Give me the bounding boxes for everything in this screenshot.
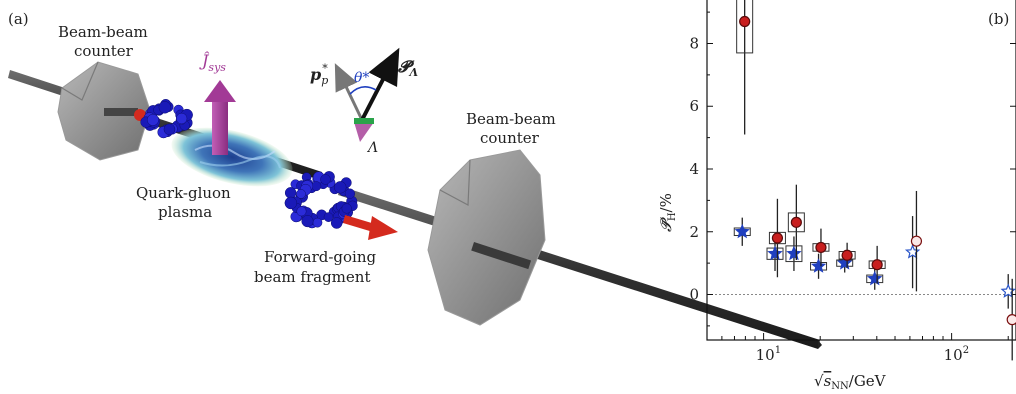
nucleon-sphere	[312, 217, 323, 228]
nucleon-sphere	[163, 123, 176, 136]
circle-marker	[739, 15, 751, 28]
systematic-box	[736, 0, 754, 54]
circle-marker	[815, 241, 827, 254]
open-star-marker	[904, 244, 921, 259]
circle-marker	[871, 259, 883, 271]
data-marks	[733, 0, 1016, 361]
theta-star-label: θ*	[354, 70, 369, 86]
quark-gluon-plasma	[171, 127, 293, 187]
nucleon-sphere	[344, 188, 356, 199]
bbc-left-label-line1: Beam-beam	[58, 23, 148, 41]
y-axis-label-unit: /%	[657, 193, 675, 212]
nucleon-sphere	[158, 101, 172, 114]
fragment-label-line2: beam fragment	[254, 268, 370, 286]
beam-beam-counter-right	[427, 149, 546, 326]
y-axis-label-sub: H	[667, 212, 678, 221]
x-axis-label-sub: NN	[831, 381, 849, 392]
star-marker	[810, 258, 827, 273]
red-arrow-right	[343, 215, 398, 240]
y-tick-label: 6	[689, 97, 699, 115]
y-tick-label: 0	[689, 286, 699, 304]
systematic-box	[768, 231, 786, 245]
nucleon-sphere	[320, 174, 331, 185]
qgp-label-line1: Quark-gluon	[136, 184, 231, 202]
lambda-label: Λ	[366, 140, 378, 156]
fragment-label-line1: Forward-going	[264, 248, 377, 266]
x-axis-label-s: s	[824, 372, 832, 390]
x-axis-label: √sNN/GeV	[814, 372, 887, 392]
nucleon-sphere	[176, 112, 188, 125]
nucleon-sphere	[296, 206, 307, 217]
nucleon-sphere	[296, 189, 306, 199]
panel-a-illustration: (a) Ĵsys	[8, 10, 822, 349]
svg-text:𝓟Λ: 𝓟Λ	[398, 57, 419, 79]
y-axis-ticks: 0 2 4 6 8	[689, 11, 1016, 327]
nucleon-sphere	[334, 181, 347, 194]
panel-b-chart: 0 2 4 6 8 101 102 (b) √sNN/GeV 𝓟̄H/%	[657, 0, 1016, 392]
nucleon-sphere	[330, 217, 343, 229]
nucleon-sphere	[323, 212, 334, 222]
star-marker	[734, 223, 750, 239]
jsys-subscript: sys	[208, 61, 226, 74]
proton-momentum-subscript: p	[321, 74, 328, 87]
jsys-symbol: Ĵ	[199, 51, 210, 70]
panel-a-label: (a)	[8, 10, 29, 28]
star-marker	[767, 245, 783, 261]
x-axis-label-root: √	[814, 372, 824, 390]
svg-text:Ĵsys: Ĵsys	[199, 51, 226, 74]
beam-fragment-right	[284, 171, 358, 229]
bbc-left-label-line2: counter	[74, 42, 134, 60]
y-axis-label: 𝓟̄H/%	[657, 193, 678, 232]
circle-marker	[771, 232, 784, 244]
qgp-label-line2: plasma	[158, 203, 212, 221]
circle-marker	[790, 216, 802, 228]
y-tick-label: 8	[689, 34, 699, 52]
bbc-right-label-line2: counter	[480, 129, 540, 147]
proton-momentum-symbol: p	[310, 65, 321, 84]
circle-marker	[841, 249, 853, 261]
proton-momentum-superscript: *	[322, 62, 328, 75]
open-star-marker	[1000, 283, 1016, 298]
angular-momentum-arrow: Ĵsys	[199, 51, 236, 155]
nucleon-sphere	[146, 113, 159, 126]
star-marker	[786, 245, 802, 261]
star-marker	[866, 270, 883, 286]
nucleon-sphere	[301, 215, 314, 228]
x-axis-ticks: 101 102	[706, 333, 1009, 364]
polarization-subscript: Λ	[409, 66, 419, 79]
nucleon-sphere	[284, 196, 298, 210]
bbc-right-label-line1: Beam-beam	[466, 110, 556, 128]
beam-beam-counter-left	[57, 61, 151, 161]
star-marker	[836, 255, 853, 270]
plot-frame	[706, 0, 1016, 341]
svg-text:pp*: pp*	[310, 62, 328, 87]
systematic-box	[787, 212, 805, 233]
x-axis-label-unit: /GeV	[849, 372, 887, 390]
panel-b-label: (b)	[988, 10, 1009, 28]
y-tick-label: 2	[689, 223, 699, 241]
beam-fragment-left	[140, 99, 193, 139]
lambda-decay-diagram: pp* θ* 𝓟Λ Λ	[310, 47, 419, 156]
y-tick-label: 4	[689, 160, 699, 178]
x-tick-label: 101	[756, 345, 781, 364]
open-circle-marker	[1006, 314, 1016, 326]
x-tick-label: 102	[944, 345, 969, 364]
open-circle-marker	[910, 235, 923, 247]
nucleon-sphere	[341, 203, 352, 214]
